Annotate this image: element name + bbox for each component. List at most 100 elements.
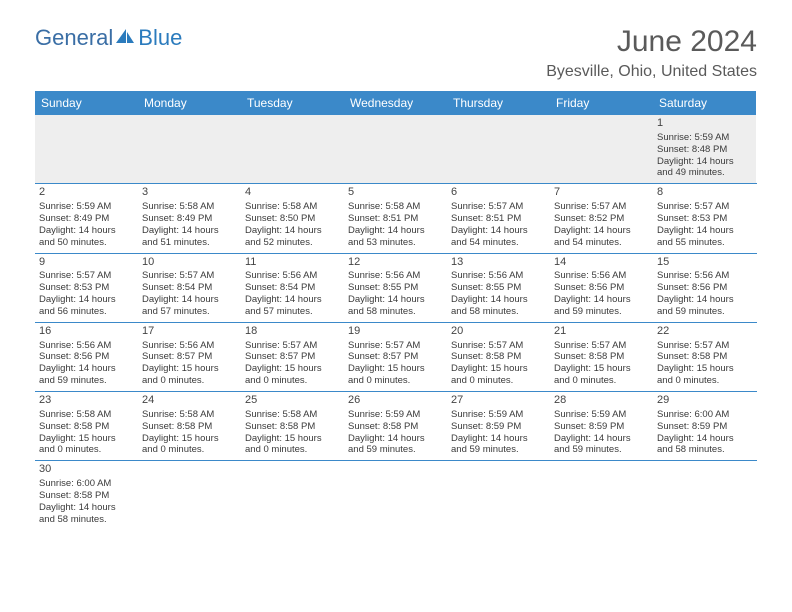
sunrise-line: Sunrise: 5:59 AM [554,409,649,421]
day-number: 14 [554,256,649,270]
daylight-line: Daylight: 14 hours and 54 minutes. [451,225,546,249]
sail-icon [114,25,136,51]
daylight-line: Daylight: 14 hours and 59 minutes. [348,433,443,457]
day-number: 9 [39,256,134,270]
weekday-header: Tuesday [241,91,344,115]
daylight-line: Daylight: 15 hours and 0 minutes. [245,433,340,457]
day-number: 26 [348,394,443,408]
calendar-cell [241,461,344,529]
day-number: 29 [657,394,752,408]
sunset-line: Sunset: 8:59 PM [657,421,752,433]
day-number: 12 [348,256,443,270]
logo-text-general: General [35,25,113,51]
sunrise-line: Sunrise: 5:56 AM [245,270,340,282]
sunset-line: Sunset: 8:54 PM [142,282,237,294]
calendar-cell: 22Sunrise: 5:57 AMSunset: 8:58 PMDayligh… [653,323,756,391]
day-number: 27 [451,394,546,408]
daylight-line: Daylight: 14 hours and 57 minutes. [245,294,340,318]
daylight-line: Daylight: 15 hours and 0 minutes. [245,363,340,387]
sunset-line: Sunset: 8:53 PM [39,282,134,294]
calendar-cell: 14Sunrise: 5:56 AMSunset: 8:56 PMDayligh… [550,254,653,322]
day-number: 23 [39,394,134,408]
sunrise-line: Sunrise: 6:00 AM [657,409,752,421]
logo: General Blue [35,25,182,51]
sunset-line: Sunset: 8:58 PM [451,351,546,363]
sunset-line: Sunset: 8:51 PM [451,213,546,225]
day-number: 16 [39,325,134,339]
calendar-cell: 3Sunrise: 5:58 AMSunset: 8:49 PMDaylight… [138,184,241,252]
calendar-cell: 15Sunrise: 5:56 AMSunset: 8:56 PMDayligh… [653,254,756,322]
calendar-cell: 5Sunrise: 5:58 AMSunset: 8:51 PMDaylight… [344,184,447,252]
day-number: 5 [348,186,443,200]
calendar: SundayMondayTuesdayWednesdayThursdayFrid… [35,91,757,530]
weekday-header: Thursday [447,91,550,115]
calendar-cell: 13Sunrise: 5:56 AMSunset: 8:55 PMDayligh… [447,254,550,322]
daylight-line: Daylight: 15 hours and 0 minutes. [348,363,443,387]
sunrise-line: Sunrise: 5:56 AM [657,270,752,282]
weekday-header: Monday [138,91,241,115]
sunset-line: Sunset: 8:52 PM [554,213,649,225]
calendar-cell: 19Sunrise: 5:57 AMSunset: 8:57 PMDayligh… [344,323,447,391]
calendar-cell: 16Sunrise: 5:56 AMSunset: 8:56 PMDayligh… [35,323,138,391]
sunrise-line: Sunrise: 5:56 AM [39,340,134,352]
header: General Blue June 2024 Byesville, Ohio, … [0,0,792,91]
calendar-cell [344,461,447,529]
location-subtitle: Byesville, Ohio, United States [546,63,757,81]
sunrise-line: Sunrise: 5:58 AM [39,409,134,421]
day-number: 25 [245,394,340,408]
daylight-line: Daylight: 15 hours and 0 minutes. [142,433,237,457]
calendar-cell [550,115,653,183]
calendar-cell: 24Sunrise: 5:58 AMSunset: 8:58 PMDayligh… [138,392,241,460]
calendar-cell: 17Sunrise: 5:56 AMSunset: 8:57 PMDayligh… [138,323,241,391]
calendar-cell: 30Sunrise: 6:00 AMSunset: 8:58 PMDayligh… [35,461,138,529]
calendar-row: 16Sunrise: 5:56 AMSunset: 8:56 PM Dayligh… [35,323,757,392]
day-number: 10 [142,256,237,270]
sunset-line: Sunset: 8:56 PM [554,282,649,294]
daylight-line: Daylight: 14 hours and 50 minutes. [39,225,134,249]
sunrise-line: Sunrise: 5:56 AM [348,270,443,282]
calendar-cell [241,115,344,183]
daylight-line: Daylight: 14 hours and 58 minutes. [348,294,443,318]
calendar-row: 1Sunrise: 5:59 AMSunset: 8:48 PMDaylight… [35,115,757,184]
sunrise-line: Sunrise: 5:57 AM [657,201,752,213]
sunrise-line: Sunrise: 5:59 AM [451,409,546,421]
sunset-line: Sunset: 8:57 PM [245,351,340,363]
weekday-header: Saturday [653,91,756,115]
day-number: 30 [39,463,134,477]
sunrise-line: Sunrise: 5:56 AM [451,270,546,282]
sunset-line: Sunset: 8:48 PM [657,144,752,156]
calendar-cell: 18Sunrise: 5:57 AMSunset: 8:57 PMDayligh… [241,323,344,391]
page-title: June 2024 [546,25,757,59]
day-number: 11 [245,256,340,270]
calendar-cell [447,115,550,183]
sunset-line: Sunset: 8:58 PM [348,421,443,433]
sunset-line: Sunset: 8:58 PM [245,421,340,433]
calendar-cell: 20Sunrise: 5:57 AMSunset: 8:58 PMDayligh… [447,323,550,391]
logo-text-blue: Blue [138,25,182,51]
calendar-row: 23Sunrise: 5:58 AMSunset: 8:58 PMDayligh… [35,392,757,461]
daylight-line: Daylight: 14 hours and 59 minutes. [451,433,546,457]
sunrise-line: Sunrise: 5:58 AM [245,201,340,213]
calendar-cell: 21Sunrise: 5:57 AMSunset: 8:58 PMDayligh… [550,323,653,391]
sunset-line: Sunset: 8:58 PM [142,421,237,433]
day-number: 2 [39,186,134,200]
day-number: 8 [657,186,752,200]
calendar-cell: 2Sunrise: 5:59 AMSunset: 8:49 PMDaylight… [35,184,138,252]
calendar-cell: 29Sunrise: 6:00 AMSunset: 8:59 PMDayligh… [653,392,756,460]
sunset-line: Sunset: 8:58 PM [39,421,134,433]
sunset-line: Sunset: 8:56 PM [39,351,134,363]
sunrise-line: Sunrise: 5:59 AM [39,201,134,213]
sunset-line: Sunset: 8:56 PM [657,282,752,294]
daylight-line: Daylight: 14 hours and 54 minutes. [554,225,649,249]
sunrise-line: Sunrise: 6:00 AM [39,478,134,490]
day-number: 20 [451,325,546,339]
weekday-header: Wednesday [344,91,447,115]
daylight-line: Daylight: 14 hours and 52 minutes. [245,225,340,249]
sunrise-line: Sunrise: 5:58 AM [142,409,237,421]
daylight-line: Daylight: 14 hours and 59 minutes. [554,433,649,457]
sunset-line: Sunset: 8:57 PM [348,351,443,363]
daylight-line: Daylight: 14 hours and 56 minutes. [39,294,134,318]
sunset-line: Sunset: 8:49 PM [142,213,237,225]
day-number: 15 [657,256,752,270]
calendar-cell [138,115,241,183]
